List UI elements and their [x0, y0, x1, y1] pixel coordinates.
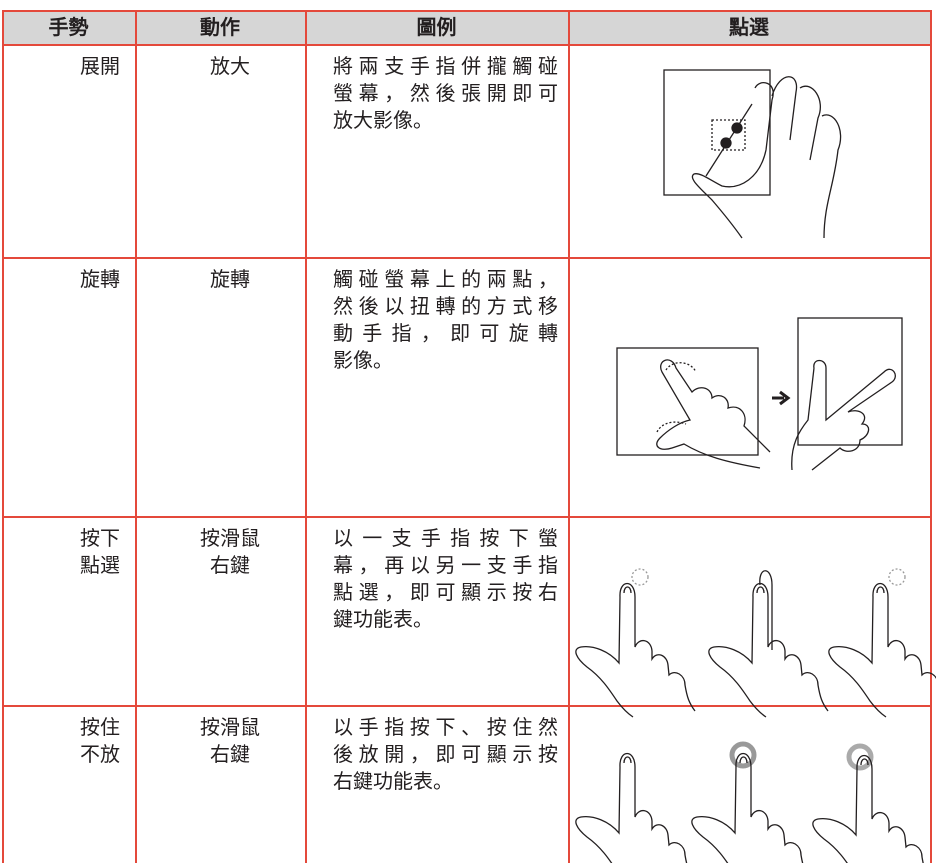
- column-border: [305, 10, 307, 863]
- zoom-box: [711, 119, 746, 151]
- second-finger: [759, 570, 773, 650]
- description-cell: 觸碰螢幕上的兩點， 然後以扭轉的方式移 動手指，即可旋轉 影像。: [333, 266, 558, 374]
- text-line: 以手指按下、按住然: [333, 715, 558, 739]
- screen-frame: [797, 317, 903, 446]
- text-line: 動手指，即可旋轉: [333, 321, 558, 345]
- column-border: [930, 10, 932, 863]
- hand: [708, 582, 829, 718]
- row-border: [2, 705, 932, 707]
- hand: [812, 754, 933, 863]
- text-line: 旋轉: [80, 267, 120, 291]
- header-cell: 點選: [568, 10, 930, 45]
- action-cell: 旋轉: [135, 266, 325, 293]
- column-border: [135, 10, 137, 863]
- gesture-cell: 按住 不放: [80, 714, 135, 768]
- text-line: 點選: [80, 553, 120, 577]
- text-line: 展開: [80, 54, 120, 78]
- column-border: [568, 10, 570, 863]
- rotate-hint: [656, 362, 697, 433]
- text-line: 按下: [80, 526, 120, 550]
- text-line: 按住: [80, 715, 120, 739]
- text-line: 右鍵: [210, 742, 250, 766]
- text-line: 觸碰螢幕上的兩點，: [333, 267, 558, 291]
- text-line: 螢幕，然後張開即可: [333, 81, 558, 105]
- text-line: 點選，即可顯示按右: [333, 580, 558, 604]
- hold-ring: [729, 741, 757, 769]
- hand: [791, 359, 896, 471]
- row-border: [2, 516, 932, 518]
- text-line: 放大: [210, 54, 250, 78]
- hand: [691, 76, 842, 239]
- header-border: [2, 10, 932, 12]
- touch-dot: [720, 137, 732, 149]
- header-cell: 圖例: [305, 10, 568, 45]
- text-line: 然後以扭轉的方式移: [333, 294, 558, 318]
- text-line: 右鍵: [210, 553, 250, 577]
- hand: [575, 752, 696, 863]
- hand: [575, 582, 696, 718]
- screen-frame: [616, 347, 759, 456]
- text-line: 影像。: [333, 348, 393, 372]
- touch-dot: [731, 122, 743, 134]
- arrow: [772, 390, 791, 406]
- hand: [656, 359, 771, 469]
- gesture-cell: 按下 點選: [80, 525, 135, 579]
- screen-frame: [663, 69, 771, 196]
- header-cell: 手勢: [2, 10, 135, 45]
- hand: [691, 752, 812, 863]
- gesture-cell: 旋轉: [80, 266, 135, 293]
- gesture-cell: 展開: [80, 53, 135, 80]
- column-border: [2, 10, 4, 863]
- action-cell: 放大: [135, 53, 325, 80]
- hold-ring: [846, 743, 874, 771]
- text-line: 將兩支手指併攏觸碰: [333, 54, 558, 78]
- text-line: 幕，再以另一支手指: [333, 553, 558, 577]
- description-cell: 以手指按下、按住然 後放開，即可顯示按 右鍵功能表。: [333, 714, 558, 795]
- description-cell: 將兩支手指併攏觸碰 螢幕，然後張開即可 放大影像。: [333, 53, 558, 134]
- row-border: [2, 257, 932, 259]
- header-cell: 動作: [135, 10, 305, 45]
- text-line: 按滑鼠: [200, 526, 260, 550]
- text-line: 後放開，即可顯示按: [333, 742, 558, 766]
- hand: [828, 582, 936, 718]
- action-cell: 按滑鼠 右鍵: [135, 714, 325, 768]
- text-line: 旋轉: [210, 267, 250, 291]
- text-line: 右鍵功能表。: [333, 769, 453, 793]
- text-line: 按滑鼠: [200, 715, 260, 739]
- row-border: [2, 44, 932, 46]
- text-line: 以一支手指按下螢: [333, 526, 558, 550]
- text-line: 放大影像。: [333, 108, 433, 132]
- description-cell: 以一支手指按下螢 幕，再以另一支手指 點選，即可顯示按右 鍵功能表。: [333, 525, 558, 633]
- tap-ring: [888, 568, 906, 586]
- action-cell: 按滑鼠 右鍵: [135, 525, 325, 579]
- text-line: 不放: [80, 742, 120, 766]
- text-line: 鍵功能表。: [333, 607, 433, 631]
- tap-ring: [631, 568, 649, 586]
